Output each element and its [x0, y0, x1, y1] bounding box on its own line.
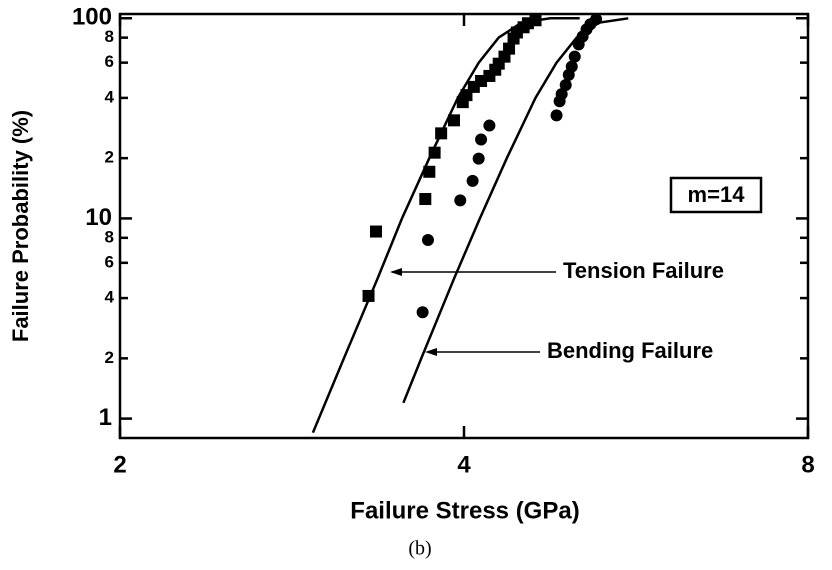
data-point	[421, 234, 434, 247]
arrow-head	[425, 348, 437, 356]
data-point	[466, 174, 479, 187]
y-tick-label: 10	[85, 204, 112, 231]
y-tick-label: 1	[99, 404, 112, 431]
data-point	[550, 109, 563, 122]
x-tick-label: 2	[113, 451, 126, 478]
annotation: Tension Failure	[563, 258, 724, 283]
data-point	[568, 50, 581, 63]
data-point	[369, 225, 382, 238]
fit-curve	[311, 17, 580, 434]
x-tick-label: 8	[801, 451, 814, 478]
data-point	[483, 119, 496, 132]
data-point	[454, 194, 467, 207]
fit-curve	[402, 17, 629, 404]
y-tick-label: 2	[105, 148, 114, 167]
data-point	[565, 60, 578, 73]
caption: (b)	[408, 538, 431, 560]
annotation: m=14	[688, 182, 746, 207]
x-tick-label: 4	[457, 451, 471, 478]
data-point	[472, 152, 485, 165]
annotation-box	[669, 176, 763, 214]
y-tick-label: 8	[105, 227, 114, 246]
y-tick-label: 6	[105, 52, 114, 71]
data-point	[503, 42, 516, 55]
x-axis-label: Failure Stress (GPa)	[350, 497, 579, 524]
annotation: Bending Failure	[547, 338, 713, 363]
y-axis-label: Failure Probability (%)	[8, 110, 33, 342]
arrow-head	[390, 268, 402, 276]
data-point	[423, 165, 436, 178]
y-tick-label: 8	[105, 27, 114, 46]
data-point	[475, 133, 488, 146]
y-tick-label: 6	[105, 252, 114, 271]
data-point	[559, 78, 572, 91]
y-tick-label: 4	[105, 288, 115, 307]
plot-frame	[118, 12, 810, 440]
data-point	[555, 88, 568, 101]
y-tick-label: 100	[72, 4, 112, 31]
y-tick-label: 2	[105, 348, 114, 367]
data-point	[419, 193, 432, 206]
data-point	[416, 306, 429, 319]
data-point	[447, 114, 460, 127]
y-tick-label: 4	[105, 87, 115, 106]
